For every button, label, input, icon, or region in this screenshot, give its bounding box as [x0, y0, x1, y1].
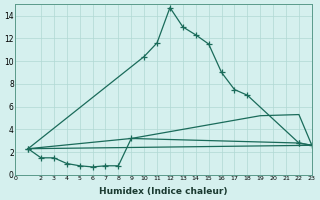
X-axis label: Humidex (Indice chaleur): Humidex (Indice chaleur)	[99, 187, 228, 196]
